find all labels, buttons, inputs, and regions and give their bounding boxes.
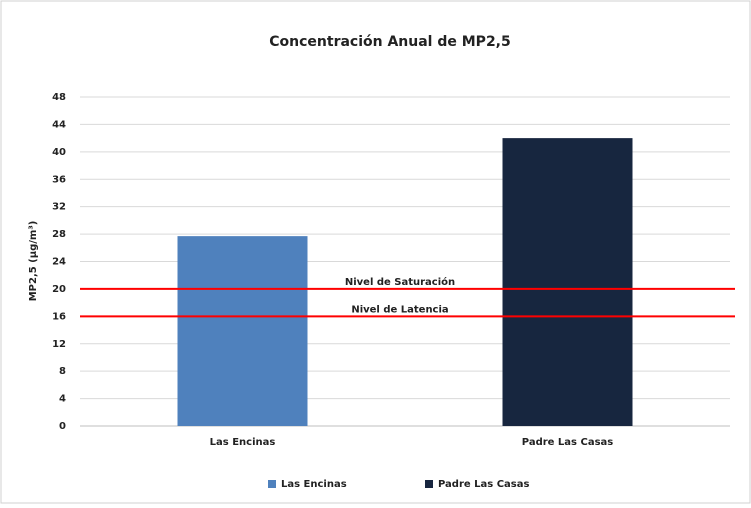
y-tick-label: 4 [59, 394, 66, 405]
bar [502, 138, 633, 426]
x-tick-label: Las Encinas [210, 437, 276, 448]
bar [177, 236, 308, 426]
legend-swatch [268, 480, 276, 488]
x-tick-label: Padre Las Casas [522, 437, 614, 448]
legend-label: Padre Las Casas [438, 479, 530, 490]
chart-title: Concentración Anual de MP2,5 [269, 34, 511, 50]
reference-label: Nivel de Latencia [351, 304, 448, 315]
y-tick-label: 0 [59, 421, 66, 432]
y-tick-label: 48 [52, 92, 66, 103]
y-tick-label: 36 [52, 174, 66, 185]
y-tick-label: 40 [52, 147, 66, 158]
y-tick-label: 12 [52, 339, 66, 350]
y-tick-label: 8 [59, 366, 66, 377]
legend-label: Las Encinas [281, 479, 347, 490]
y-tick-label: 44 [52, 119, 66, 130]
y-axis-label: MP2,5 (µg/m³) [28, 221, 39, 302]
y-tick-label: 16 [52, 311, 66, 322]
y-tick-label: 24 [52, 257, 66, 268]
y-tick-label: 32 [52, 202, 66, 213]
reference-label: Nivel de Saturación [345, 276, 455, 288]
y-tick-label: 20 [52, 284, 66, 295]
y-tick-label: 28 [52, 229, 66, 240]
legend-swatch [425, 480, 433, 488]
